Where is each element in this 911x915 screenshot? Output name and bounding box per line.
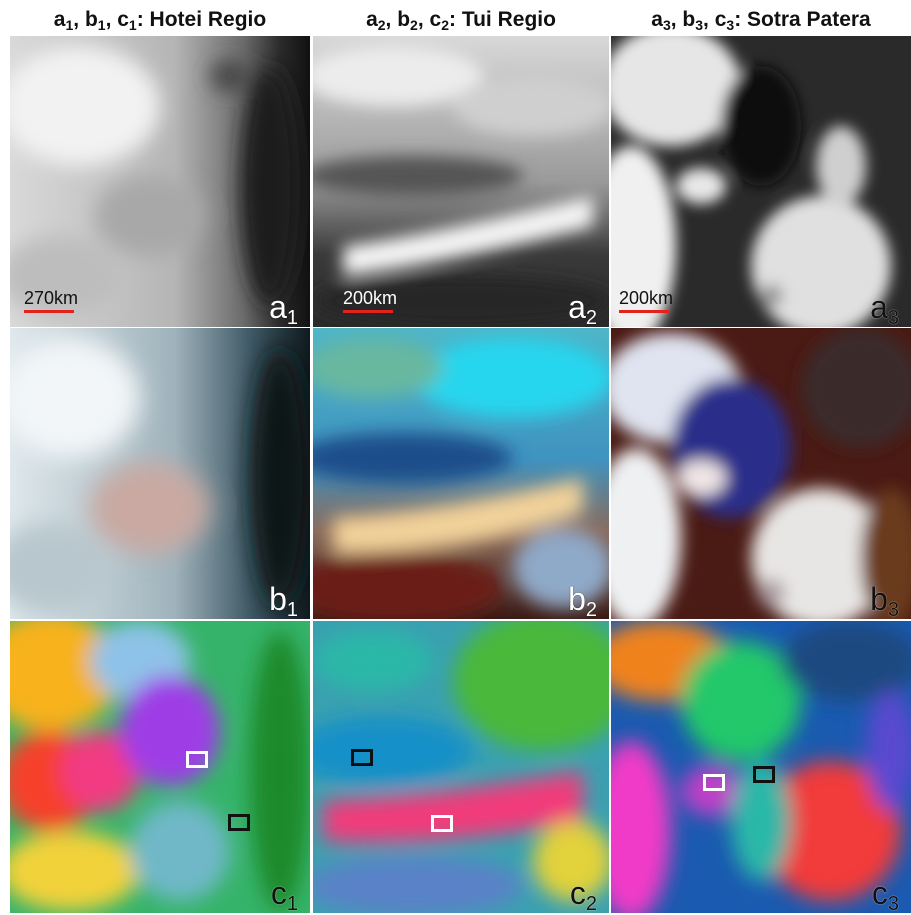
roi-box-white-c2 xyxy=(431,815,453,832)
roi-box-black-c1 xyxy=(228,814,250,831)
false-color-image-c3 xyxy=(611,621,911,913)
column-title-3: a3, b3, c3: Sotra Patera xyxy=(651,8,871,33)
scale-text-a3: 200km xyxy=(619,288,674,308)
color-image-b2 xyxy=(313,328,609,619)
panel-c3: c3 xyxy=(611,621,911,913)
panel-label-c3: c3 xyxy=(871,875,899,913)
grayscale-image-a2 xyxy=(313,36,609,327)
panel-a2: 200km a2 xyxy=(313,36,609,327)
grayscale-image-a1 xyxy=(10,36,310,327)
false-color-image-c1 xyxy=(10,621,310,913)
panel-a3: 200km a3 xyxy=(611,36,911,327)
panel-c1: c1 xyxy=(10,621,310,913)
panel-label-a2: a2 xyxy=(568,289,597,327)
scale-text-a1: 270km xyxy=(24,288,79,308)
panel-b3: b3 xyxy=(611,328,911,619)
roi-box-white-c1 xyxy=(186,751,208,768)
panel-label-c2: c2 xyxy=(569,875,597,913)
scale-bar-a1: 270km xyxy=(24,289,78,313)
panel-label-b1: b1 xyxy=(269,581,298,619)
panel-label-a1: a1 xyxy=(269,289,298,327)
color-image-b3 xyxy=(611,328,911,619)
column-title-1: a1, b1, c1: Hotei Regio xyxy=(53,8,267,33)
grayscale-image-a3 xyxy=(611,36,911,327)
roi-box-black-c2 xyxy=(351,749,373,766)
panel-b1: b1 xyxy=(10,328,310,619)
scale-line-a2 xyxy=(343,310,393,313)
panel-label-c1: c1 xyxy=(270,875,298,913)
panel-c2: c2 xyxy=(313,621,609,913)
panel-b2: b2 xyxy=(313,328,609,619)
false-color-image-c2 xyxy=(313,621,609,913)
roi-box-black-c3 xyxy=(753,766,775,783)
panel-label-a3: a3 xyxy=(870,289,899,327)
scale-line-a3 xyxy=(619,310,669,313)
scale-text-a2: 200km xyxy=(343,288,398,308)
panel-a1: 270km a1 xyxy=(10,36,310,327)
color-image-b1 xyxy=(10,328,310,619)
scale-bar-a3: 200km xyxy=(619,289,673,313)
panel-label-b2: b2 xyxy=(568,581,597,619)
scale-line-a1 xyxy=(24,310,74,313)
panel-label-b3: b3 xyxy=(870,581,899,619)
roi-box-white-c3 xyxy=(703,774,725,791)
scale-bar-a2: 200km xyxy=(343,289,397,313)
column-title-2: a2, b2, c2: Tui Regio xyxy=(366,8,556,33)
